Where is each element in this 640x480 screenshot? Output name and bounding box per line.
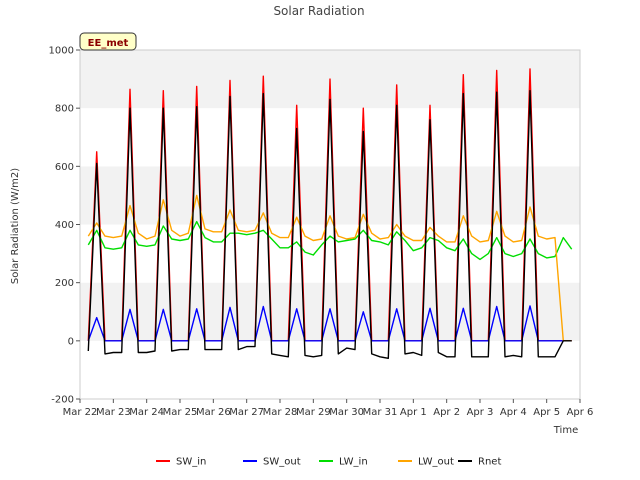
grid-band <box>80 166 580 225</box>
y-tick-label: 200 <box>55 278 74 289</box>
x-tick-label: Mar 28 <box>263 407 298 418</box>
series-lines <box>87 68 573 359</box>
x-axis-label: Time <box>553 425 578 436</box>
x-tick-label: Mar 24 <box>129 407 164 418</box>
legend-label-rnet: Rnet <box>478 457 501 468</box>
legend-label-sw-in: SW_in <box>176 457 206 468</box>
y-tick-label: 600 <box>55 162 74 173</box>
y-tick-label: 1000 <box>49 46 74 57</box>
y-tick-label: 400 <box>55 220 74 231</box>
x-tick-label: Apr 2 <box>433 407 460 418</box>
x-tick-label: Mar 25 <box>163 407 198 418</box>
x-tick-label: Mar 30 <box>329 407 364 418</box>
x-tick-label: Mar 22 <box>63 407 98 418</box>
grid-band <box>80 224 580 283</box>
x-tick-label: Mar 23 <box>96 407 131 418</box>
x-tick-label: Apr 1 <box>400 407 427 418</box>
station-badge-box <box>79 32 137 51</box>
legend: SW_in SW_out LW_in LW_out Rnet <box>156 457 501 468</box>
x-tick-label: Apr 4 <box>500 407 527 418</box>
x-tick-label: Mar 29 <box>296 407 331 418</box>
legend-label-lw-in: LW_in <box>339 457 368 468</box>
series-line-rnet <box>87 90 572 359</box>
grid-band <box>80 340 580 399</box>
series-line-sw-out <box>87 305 572 342</box>
x-tick-label: Mar 27 <box>229 407 264 418</box>
y-tick-label: 0 <box>68 336 74 347</box>
chart-title: Solar Radiation <box>273 4 364 18</box>
x-tick-label: Apr 5 <box>533 407 560 418</box>
legend-label-sw-out: SW_out <box>263 457 301 468</box>
y-axis-label: Solar Radiation (W/m2) <box>10 168 21 284</box>
y-axis: -200 0 200 400 600 800 1000 <box>49 46 80 406</box>
x-tick-label: Apr 6 <box>567 407 594 418</box>
legend-label-lw-out: LW_out <box>418 457 454 468</box>
station-badge-label: EE_met <box>88 38 129 49</box>
x-tick-label: Mar 31 <box>363 407 398 418</box>
y-tick-label: 800 <box>55 104 74 115</box>
x-tick-label: Mar 26 <box>196 407 231 418</box>
series-line-lw-out <box>87 194 572 342</box>
station-badge: EE_met <box>79 32 137 51</box>
x-tick-label: Apr 3 <box>467 407 494 418</box>
y-tick-label: -200 <box>51 395 74 406</box>
